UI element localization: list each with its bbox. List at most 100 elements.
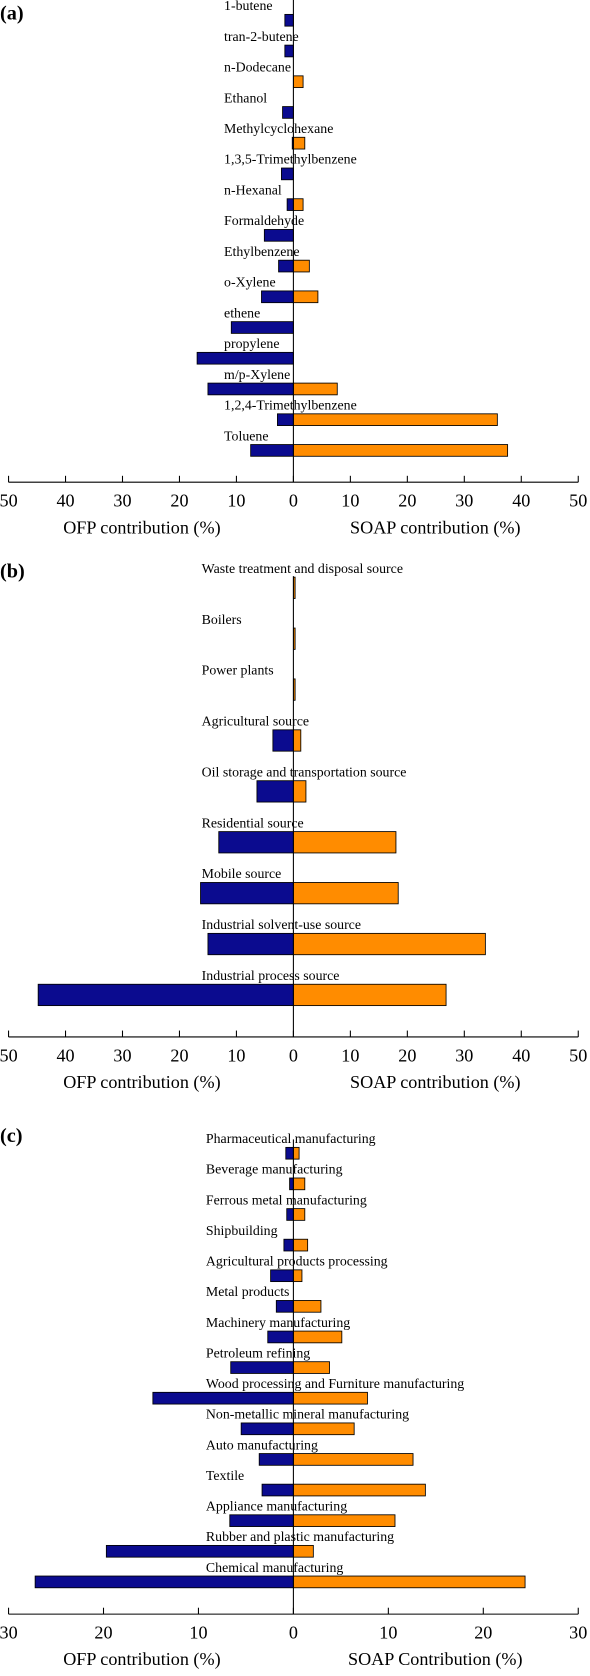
x-tick-label: 50 xyxy=(0,491,18,511)
panel-label: (c) xyxy=(0,1125,22,1147)
x-tick-label: 30 xyxy=(569,1623,587,1643)
x-tick-label: 0 xyxy=(289,1623,298,1643)
bar xyxy=(105,1544,294,1558)
bar xyxy=(284,13,294,27)
bar xyxy=(250,444,294,457)
bar xyxy=(152,1391,294,1405)
bar xyxy=(292,290,319,304)
bar xyxy=(292,1575,526,1589)
bar xyxy=(277,413,294,426)
category-label: Shipbuilding xyxy=(206,1223,278,1238)
x-tick-label: 10 xyxy=(227,491,245,511)
category-label: Oil storage and transportation source xyxy=(202,764,407,779)
x-tick-label: 50 xyxy=(569,1045,587,1065)
x-tick-label: 10 xyxy=(227,1045,245,1065)
category-label: m/p-Xylene xyxy=(224,367,290,382)
x-tick-label: 20 xyxy=(170,491,188,511)
bar xyxy=(292,882,399,905)
x-tick-label: 0 xyxy=(289,491,298,511)
x-tick-label: 40 xyxy=(512,491,530,511)
category-label: 1,2,4-Trimethylbenzene xyxy=(224,398,357,413)
axis-title: SOAP Contribution (%) xyxy=(348,1649,523,1670)
x-tick-label: 0 xyxy=(289,1045,298,1065)
bar xyxy=(292,1391,368,1405)
category-label: Wood processing and Furniture manufactur… xyxy=(206,1376,464,1391)
bar xyxy=(275,1300,294,1313)
bar xyxy=(200,882,294,905)
bar xyxy=(292,136,306,150)
bar xyxy=(292,1330,343,1344)
category-label: Toluene xyxy=(224,428,268,443)
bar xyxy=(286,198,294,211)
bar xyxy=(272,729,294,752)
bar xyxy=(292,831,397,854)
bar xyxy=(37,983,294,1007)
category-label: Waste treatment and disposal source xyxy=(202,561,403,576)
x-tick-label: 30 xyxy=(0,1623,18,1643)
axis-title: SOAP contribution (%) xyxy=(350,517,521,538)
category-label: Ethanol xyxy=(224,90,267,105)
x-tick-label: 40 xyxy=(512,1045,530,1065)
bar xyxy=(292,1177,306,1191)
x-tick-label: 30 xyxy=(455,1045,473,1065)
category-label: tran-2-butene xyxy=(224,29,299,44)
axis-title: OFP contribution (%) xyxy=(63,1072,220,1093)
axis-title: OFP contribution (%) xyxy=(63,1649,220,1670)
category-label: Rubber and plastic manufacturing xyxy=(206,1529,394,1544)
bar xyxy=(196,351,294,365)
axis-title: SOAP contribution (%) xyxy=(350,1072,521,1093)
category-label: Agricultural source xyxy=(202,714,309,729)
bar xyxy=(270,1269,294,1283)
bar xyxy=(230,321,294,334)
category-label: Industrial process source xyxy=(202,968,340,983)
x-tick-label: 30 xyxy=(455,491,473,511)
category-label: Auto manufacturing xyxy=(206,1437,318,1452)
bar xyxy=(285,1146,294,1160)
bar xyxy=(292,444,509,457)
category-label: Mobile source xyxy=(202,866,282,881)
category-label: propylene xyxy=(224,336,279,351)
x-tick-label: 50 xyxy=(569,491,587,511)
bar xyxy=(230,1361,294,1374)
x-tick-label: 10 xyxy=(341,491,359,511)
bar xyxy=(289,1177,294,1191)
x-tick-label: 50 xyxy=(0,1045,18,1065)
category-label: Non-metallic mineral manufacturing xyxy=(206,1407,409,1422)
category-label: Power plants xyxy=(202,663,274,678)
bar xyxy=(292,198,304,211)
bar xyxy=(267,1330,294,1344)
category-label: Boilers xyxy=(202,612,242,627)
bar xyxy=(229,1514,294,1527)
bar xyxy=(218,831,294,854)
x-tick-label: 40 xyxy=(56,491,74,511)
bar xyxy=(292,1269,303,1283)
bar xyxy=(292,75,304,89)
bar xyxy=(292,932,486,956)
bar xyxy=(282,106,294,119)
bar xyxy=(292,259,310,273)
panel-label: (a) xyxy=(0,3,24,25)
bar xyxy=(292,729,302,752)
bar xyxy=(292,413,498,426)
bar xyxy=(292,983,447,1007)
bar xyxy=(258,1453,294,1466)
category-label: n-Dodecane xyxy=(224,60,291,75)
category-label: 1,3,5-Trimethylbenzene xyxy=(224,152,357,167)
bar xyxy=(292,1146,300,1160)
x-tick-label: 20 xyxy=(398,1045,416,1065)
category-label: o-Xylene xyxy=(224,275,276,290)
bar xyxy=(292,1238,309,1252)
bar xyxy=(292,382,338,396)
bar xyxy=(256,780,294,803)
x-tick-label: 20 xyxy=(94,1623,112,1643)
bar xyxy=(292,780,307,803)
category-label: Machinery manufacturing xyxy=(206,1315,350,1330)
bar xyxy=(292,1483,426,1497)
bar xyxy=(34,1575,294,1589)
x-tick-label: 10 xyxy=(341,1045,359,1065)
panel-label: (b) xyxy=(0,561,25,583)
category-label: Metal products xyxy=(206,1284,290,1299)
bar xyxy=(207,382,294,396)
x-tick-label: 30 xyxy=(113,1045,131,1065)
category-label: Pharmaceutical manufacturing xyxy=(206,1131,376,1146)
